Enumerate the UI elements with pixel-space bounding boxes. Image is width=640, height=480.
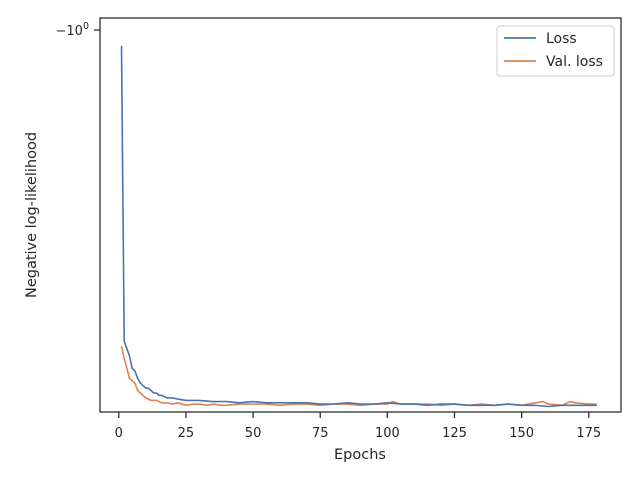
x-tick-label: 50	[245, 426, 262, 441]
series-line-loss	[120, 45, 597, 408]
plot-frame	[99, 17, 622, 413]
x-axis-ticks: 0 25 50 75 100 125 150 175	[115, 412, 601, 441]
legend-label-loss: Loss	[546, 31, 577, 47]
series-line-val-loss	[120, 346, 597, 407]
y-axis-label: Negative log-likelihood	[24, 132, 40, 298]
legend-label-val-loss: Val. loss	[546, 54, 603, 70]
x-tick-label: 25	[178, 426, 195, 441]
y-axis-ticks: −100	[56, 21, 100, 39]
x-axis-label: Epochs	[334, 447, 386, 463]
x-tick-label: 125	[442, 426, 467, 441]
x-tick-label: 100	[375, 426, 400, 441]
x-tick-label: 75	[312, 426, 329, 441]
y-tick-label: −100	[56, 21, 89, 39]
x-tick-label: 175	[576, 426, 601, 441]
x-tick-label: 150	[509, 426, 534, 441]
x-tick-label: 0	[115, 426, 123, 441]
legend: Loss Val. loss	[496, 25, 615, 77]
series-layer	[120, 45, 597, 408]
